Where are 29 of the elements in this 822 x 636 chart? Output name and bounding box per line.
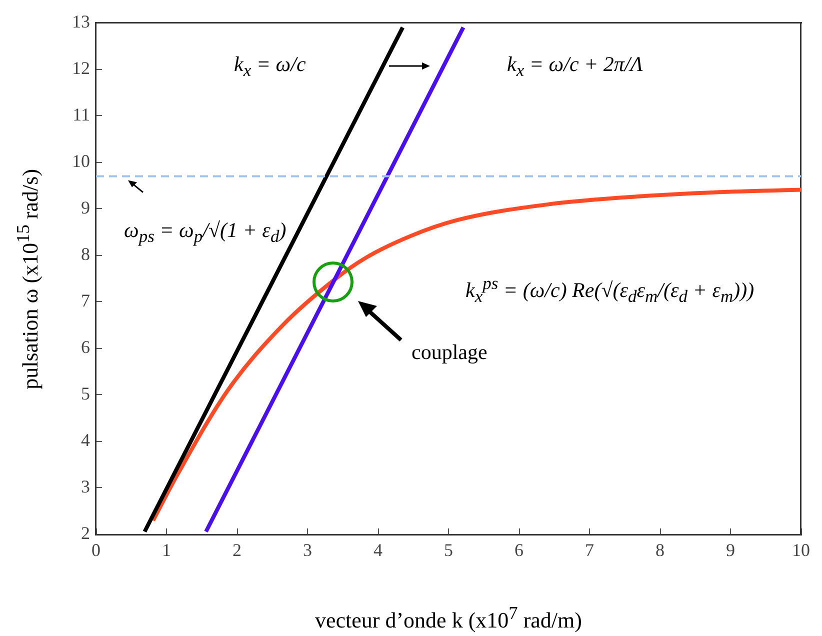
x-tick-label: 0 xyxy=(92,540,100,560)
text: k$_{x}$ = ω/c + 2π/Λ xyxy=(507,52,643,81)
x-tick-label: 4 xyxy=(374,540,382,560)
x-tick-label: 8 xyxy=(656,540,664,560)
y-tick-label: 2 xyxy=(81,523,90,544)
y-tick-label: 9 xyxy=(81,198,90,218)
y-tick-label: 5 xyxy=(81,384,90,404)
x-tick-label: 3 xyxy=(303,540,312,560)
x-tick-label: 9 xyxy=(726,540,735,560)
text: k$_{x}$$^{ps}$ = (ω/c) Re(√(ε$_{d}$ε$_{m}$/(ε$_{d}$ + ε$_{m}$))) xyxy=(466,273,754,306)
y-tick-label: 4 xyxy=(81,430,90,450)
ref-line-label: ω$_{ps}$ = ω$_{p}$/√(1 + ε$_{d}$) xyxy=(124,218,286,247)
y-tick-label: 11 xyxy=(72,104,90,125)
y-tick-label: 3 xyxy=(81,476,90,497)
y-tick-label: 7 xyxy=(81,290,90,311)
y-tick-label: 12 xyxy=(72,58,90,78)
x-axis-title: vecteur d’onde k (x10$^{7}$ rad/m) xyxy=(315,603,582,634)
x-tick-label: 1 xyxy=(162,540,171,560)
y-tick-label: 6 xyxy=(81,337,90,358)
text: k$_{x}$ = ω/c xyxy=(234,52,306,81)
y-tick-label: 8 xyxy=(81,244,90,264)
y-tick-label: 13 xyxy=(72,12,90,32)
x-tick-label: 7 xyxy=(585,540,594,560)
x-tick-label: 6 xyxy=(514,540,524,560)
y-tick-label: 10 xyxy=(72,151,90,172)
x-tick-label: 5 xyxy=(444,540,453,560)
x-tick-label: 10 xyxy=(792,540,810,560)
x-tick-label: 2 xyxy=(232,540,242,560)
annotation: couplage xyxy=(412,340,488,364)
